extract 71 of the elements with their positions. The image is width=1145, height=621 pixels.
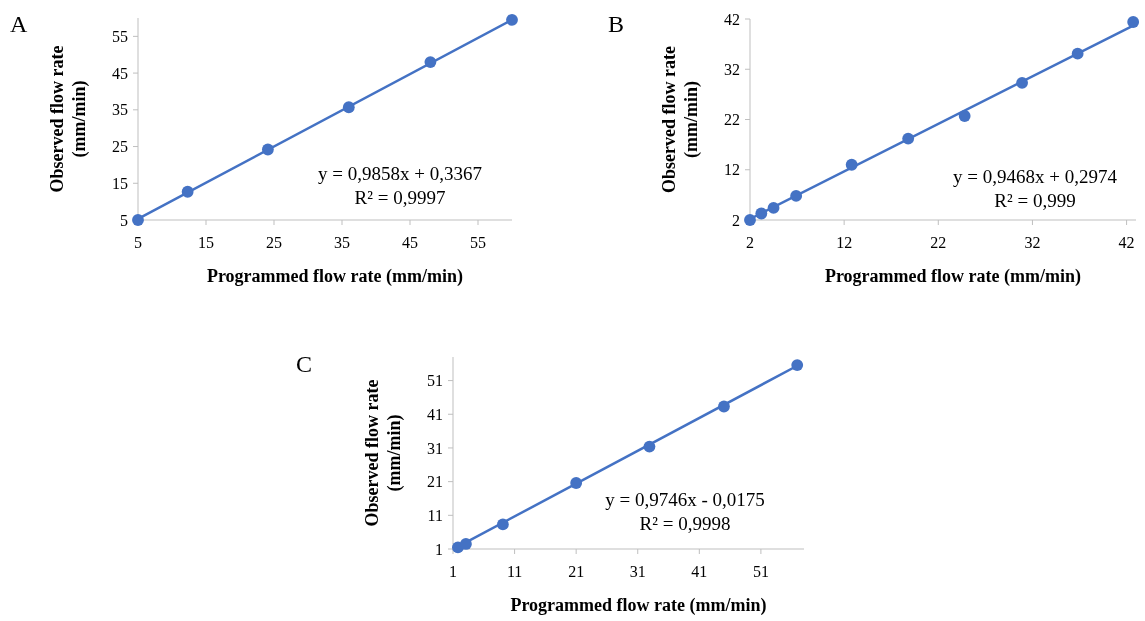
x-tick-label: 45 (402, 234, 418, 251)
x-tick-label: 55 (470, 234, 486, 251)
point (902, 132, 915, 145)
y-axis-title: Observed flow rate (mm/min) (362, 379, 405, 527)
annotation: R² = 0,999 (994, 190, 1076, 211)
point (506, 13, 518, 26)
x-axis-title: Programmed flow rate (mm/min) (206, 266, 464, 287)
x-tick-label: 42 (1118, 234, 1135, 251)
point (744, 214, 756, 226)
y-tick-label: 12 (724, 161, 740, 179)
chart-title: B (608, 11, 625, 37)
point (570, 477, 583, 489)
x-tick-label: 32 (1024, 234, 1041, 251)
point (845, 158, 858, 171)
point (1071, 47, 1084, 60)
chart-title: A (10, 11, 28, 37)
point (755, 207, 768, 220)
y-tick-label: 15 (112, 174, 128, 192)
y-tick-label: 42 (724, 10, 740, 28)
x-tick-label: 31 (629, 563, 646, 580)
y-axis-title: Observed flow rate (mm/min) (47, 45, 90, 193)
x-tick-label: 5 (134, 234, 142, 251)
annotation: y = 0,9858x + 0,3367 (318, 163, 482, 184)
x-tick-label: 41 (691, 563, 708, 580)
point (791, 359, 804, 371)
point (181, 185, 194, 198)
y-tick-label: 35 (112, 101, 128, 119)
x-tick-label: 15 (198, 234, 214, 251)
x-tick-label: 51 (752, 563, 769, 580)
y-tick-label: 1 (435, 540, 443, 558)
point (496, 518, 509, 531)
y-tick-label: 2 (732, 211, 740, 229)
point (132, 214, 144, 226)
point (424, 56, 437, 68)
y-tick-label: 51 (427, 372, 443, 390)
y-tick-label: 31 (427, 439, 443, 457)
y-tick-label: 32 (724, 60, 740, 78)
x-tick-label: 22 (930, 234, 947, 251)
x-tick-label: 11 (506, 563, 523, 580)
point (1127, 16, 1140, 28)
annotation: R² = 0,9997 (354, 187, 446, 208)
y-tick-label: 45 (112, 64, 128, 82)
point (718, 400, 730, 413)
y-tick-label: 11 (427, 506, 443, 524)
y-tick-label: 25 (112, 138, 128, 156)
point (342, 101, 355, 114)
point (767, 202, 780, 214)
point (643, 440, 656, 453)
y-tick-label: 21 (427, 473, 443, 491)
y-tick-label: 41 (427, 405, 443, 423)
point (958, 110, 971, 122)
y-tick-label: 55 (112, 27, 128, 45)
point (1016, 76, 1028, 89)
x-axis-title: Programmed flow rate (mm/min) (824, 266, 1082, 287)
y-tick-label: 5 (120, 211, 128, 229)
x-tick-label: 12 (836, 234, 853, 251)
x-tick-label: 35 (334, 234, 350, 251)
chart-title: C (296, 351, 313, 377)
y-tick-label: 22 (724, 111, 740, 129)
annotation: R² = 0,9998 (639, 513, 731, 534)
y-axis-title: Observed flow rate (mm/min) (659, 46, 702, 193)
x-tick-label: 1 (449, 563, 457, 580)
point (261, 143, 274, 156)
x-tick-label: 21 (568, 563, 585, 580)
point (460, 538, 472, 550)
x-tick-label: 2 (746, 234, 754, 251)
annotation: y = 0,9468x + 0,2974 (953, 166, 1118, 187)
point (790, 189, 803, 202)
x-tick-label: 25 (266, 234, 282, 251)
annotation: y = 0,9746x - 0,0175 (605, 489, 765, 510)
x-axis-title: Programmed flow rate (mm/min) (510, 595, 767, 616)
